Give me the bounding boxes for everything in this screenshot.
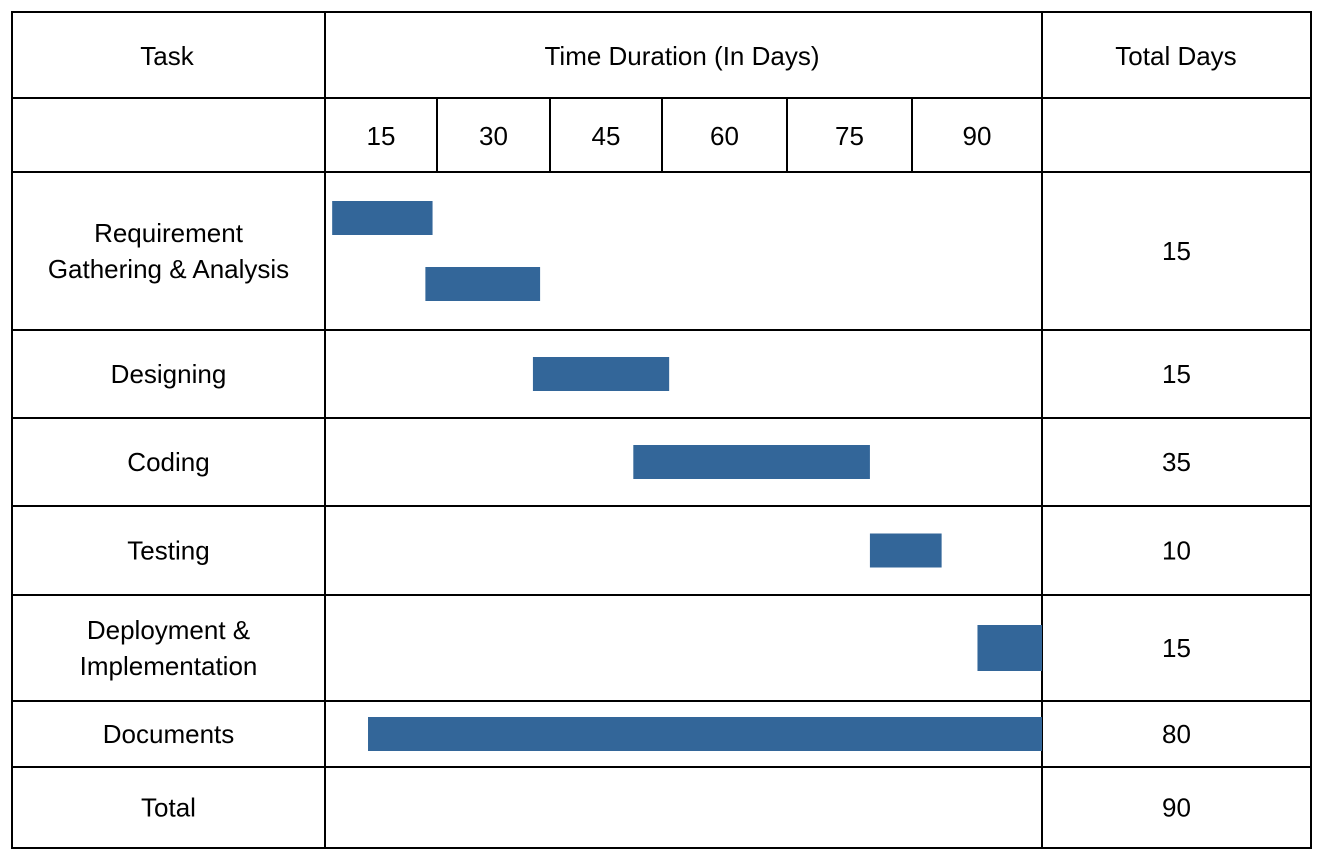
task-label: Implementation <box>80 651 258 681</box>
total-days-value: 10 <box>1162 536 1191 566</box>
header-task: Task <box>140 41 194 71</box>
total-days-value: 80 <box>1162 719 1191 749</box>
table-row: Testing 10 <box>127 533 1191 568</box>
tick-label-90: 90 <box>963 121 992 151</box>
gantt-bar <box>425 267 541 301</box>
tick-label-45: 45 <box>592 121 621 151</box>
tick-label-60: 60 <box>710 121 739 151</box>
table-row: Total 90 <box>141 793 1191 823</box>
header-duration: Time Duration (In Days) <box>545 41 820 71</box>
task-label: Coding <box>127 447 209 477</box>
total-days-value: 90 <box>1162 793 1191 823</box>
table-row: Designing 15 <box>111 357 1191 391</box>
task-label: Testing <box>127 536 209 566</box>
total-days-value: 35 <box>1162 447 1191 477</box>
gantt-bar <box>532 357 670 391</box>
table-row: Documents 80 <box>103 717 1191 751</box>
task-label: Deployment & <box>87 615 250 645</box>
table-row: Coding 35 <box>127 445 1191 479</box>
total-days-value: 15 <box>1162 359 1191 389</box>
duration-ticks: 15 30 45 60 75 90 <box>367 121 992 151</box>
table-grid <box>11 11 1312 849</box>
task-label: Documents <box>103 719 235 749</box>
task-label: Designing <box>111 359 227 389</box>
gantt-bar <box>633 445 870 479</box>
tick-label-15: 15 <box>367 121 396 151</box>
gantt-bar <box>977 625 1042 671</box>
gantt-bar <box>869 533 942 568</box>
tick-label-30: 30 <box>479 121 508 151</box>
gantt-bar <box>368 717 1042 751</box>
tick-label-75: 75 <box>835 121 864 151</box>
table-row: Deployment & Implementation 15 <box>80 615 1191 681</box>
table-row: Requirement Gathering & Analysis 15 <box>48 201 1191 301</box>
task-label: Gathering & Analysis <box>48 254 289 284</box>
header-total-days: Total Days <box>1115 41 1236 71</box>
task-label: Requirement <box>94 218 244 248</box>
gantt-bar <box>332 201 433 235</box>
table-border <box>11 11 1312 849</box>
task-label: Total <box>141 793 196 823</box>
total-days-value: 15 <box>1162 633 1191 663</box>
total-days-value: 15 <box>1162 236 1191 266</box>
